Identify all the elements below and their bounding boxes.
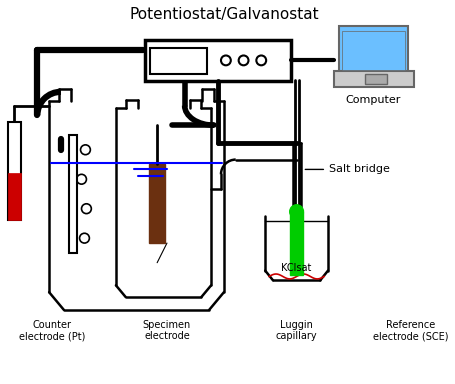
Circle shape	[221, 55, 231, 65]
Circle shape	[76, 174, 86, 184]
Text: KClsat: KClsat	[282, 263, 312, 273]
Bar	[150, 48, 207, 74]
Text: Luggin
capillary: Luggin capillary	[276, 319, 318, 341]
Circle shape	[256, 55, 266, 65]
Bar	[290, 212, 303, 275]
Text: Specimen
electrode: Specimen electrode	[143, 319, 191, 341]
Text: Reference
electrode (SCE): Reference electrode (SCE)	[373, 319, 448, 341]
Bar	[8, 122, 20, 220]
Bar	[8, 173, 20, 220]
Text: Salt bridge: Salt bridge	[305, 164, 390, 174]
Bar	[334, 71, 415, 87]
Circle shape	[81, 145, 91, 155]
Bar	[145, 40, 291, 81]
Circle shape	[80, 233, 89, 243]
Bar	[69, 135, 76, 253]
Bar	[339, 26, 408, 73]
Bar	[365, 74, 387, 84]
Circle shape	[239, 55, 248, 65]
Text: Computer: Computer	[345, 95, 401, 105]
Bar	[342, 31, 404, 70]
Bar	[149, 164, 165, 243]
Circle shape	[81, 204, 91, 214]
Text: Potentiostat/Galvanostat: Potentiostat/Galvanostat	[129, 7, 319, 22]
Text: Counter
electrode (Pt): Counter electrode (Pt)	[19, 319, 85, 341]
Circle shape	[290, 205, 303, 218]
